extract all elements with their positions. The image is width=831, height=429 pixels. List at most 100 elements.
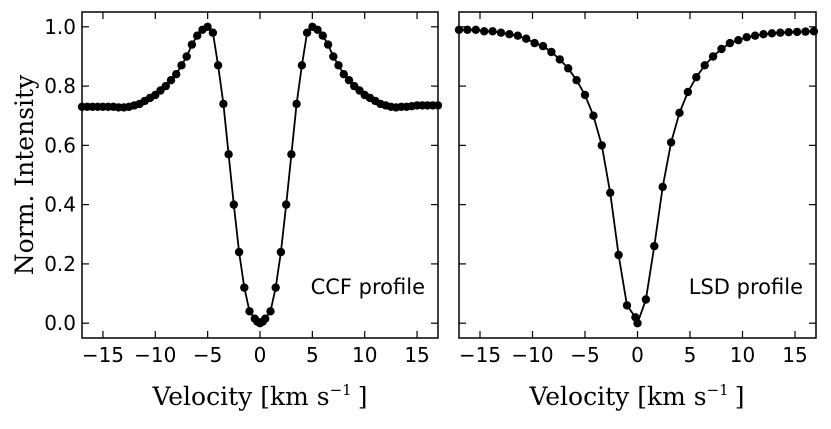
lsd-data-point [538, 41, 548, 51]
ccf-y-tick-label: 0.6 [44, 133, 76, 157]
lsd-data-point [658, 182, 667, 192]
ccf-x-tick-label: 15 [404, 343, 429, 367]
lsd-data-point [776, 28, 785, 37]
ccf-data-point [271, 283, 280, 292]
ccf-data-point [318, 31, 327, 40]
lsd-data-point [530, 38, 539, 48]
lsd-x-axis-label: Velocity [km s−1] [529, 381, 745, 411]
ccf-data-point [313, 25, 322, 34]
ccf-data-point [213, 61, 223, 70]
ccf-y-tick-label: 0.4 [44, 193, 76, 217]
y-axis-label: Norm. Intensity [10, 74, 39, 275]
ccf-x-tick-label: 0 [254, 343, 267, 367]
lsd-x-tick-label: −5 [570, 343, 599, 367]
lsd-data-point [650, 241, 659, 251]
lsd-data-point [734, 36, 743, 45]
ccf-data-point [172, 70, 181, 79]
lsd-data-point [801, 27, 810, 36]
ccf-x-tick-label: −5 [193, 343, 222, 367]
ccf-data-point [166, 76, 176, 85]
ccf-data-point [240, 283, 249, 292]
ccf-data-point [245, 307, 254, 316]
lsd-data-point [597, 141, 606, 150]
ccf-data-point [276, 247, 286, 257]
ccf-data-point [266, 307, 275, 316]
lsd-data-point [700, 61, 709, 70]
lsd-data-point [767, 29, 777, 38]
lsd-data-point [759, 30, 768, 39]
ccf-data-point [161, 81, 170, 91]
lsd-data-point [488, 27, 497, 36]
lsd-data-point [708, 52, 718, 61]
ccf-data-point [323, 40, 333, 49]
lsd-data-point [792, 27, 802, 37]
ccf-data-point [193, 31, 202, 40]
ccf-y-tick-label: 0.8 [44, 74, 76, 98]
ccf-data-point [302, 28, 312, 37]
ccf-data-point [208, 28, 218, 37]
ccf-data-point [177, 61, 186, 70]
ccf-data-point [234, 247, 244, 257]
ccf-x-tick-label: 5 [306, 343, 319, 367]
ccf-data-point [187, 40, 197, 49]
lsd-data-point [633, 319, 642, 328]
ccf-data-point [287, 150, 296, 159]
ccf-y-tick-label: 1.0 [44, 15, 76, 39]
lsd-data-point [480, 27, 489, 36]
ccf-data-point [344, 76, 354, 85]
lsd-data-point [547, 47, 556, 57]
lsd-curve [454, 25, 819, 328]
ccf-data-point [203, 22, 212, 31]
lsd-data-point [725, 38, 735, 48]
lsd-data-point [564, 64, 573, 73]
lsd-plot-frame [458, 11, 817, 339]
ccf-data-point [433, 101, 443, 110]
ccf-data-point [224, 150, 233, 159]
ccf-plot-frame [81, 11, 439, 339]
lsd-x-tick-label: −10 [511, 343, 553, 367]
lsd-ticks: −15 −10 −5 0 5 10 15 [459, 12, 816, 367]
lsd-data-point [675, 108, 684, 118]
ccf-x-tick-label: 10 [352, 343, 377, 367]
lsd-data-point [666, 138, 676, 147]
lsd-data-point [683, 87, 693, 97]
lsd-data-point [717, 44, 726, 54]
ccf-x-tick-label: −10 [134, 343, 176, 367]
lsd-x-tick-label: 10 [730, 343, 755, 367]
lsd-data-point [589, 111, 598, 120]
lsd-annotation: LSD profile [689, 275, 803, 299]
lsd-x-tick-label: −15 [459, 343, 501, 367]
lsd-data-point [692, 73, 701, 82]
lsd-data-point [742, 33, 751, 42]
ccf-x-axis-label: Velocity [km s−1] [152, 381, 368, 411]
lsd-data-point [614, 250, 623, 260]
ccf-data-point [182, 52, 191, 61]
lsd-data-point [496, 28, 506, 37]
ccf-curve [77, 22, 443, 328]
lsd-x-tick-label: 15 [782, 343, 807, 367]
ccf-data-point [297, 61, 307, 70]
ccf-panel: −15 −10 −5 0 5 10 15 0.0 0.2 0.4 0.6 0.8 1.0 CCF pro… [10, 11, 443, 411]
lsd-data-point [750, 31, 760, 40]
lsd-data-point [505, 30, 514, 39]
lsd-data-point [809, 27, 819, 36]
ccf-data-point [261, 314, 270, 323]
lsd-data-point [622, 301, 632, 310]
ccf-data-point [219, 99, 228, 109]
lsd-x-tick-label: 0 [631, 343, 644, 367]
lsd-data-point [513, 31, 522, 40]
lsd-x-tick-label: 5 [684, 343, 697, 367]
ccf-data-point [334, 61, 343, 70]
ccf-y-tick-label: 0.2 [44, 252, 76, 276]
lsd-data-point [572, 76, 581, 85]
lsd-data-point [555, 55, 564, 64]
ccf-data-point [329, 52, 338, 61]
ccf-y-tick-label: 0.0 [44, 311, 76, 335]
lsd-data-point [454, 25, 464, 34]
ccf-annotation: CCF profile [311, 275, 425, 299]
lsd-data-point [580, 90, 590, 100]
lsd-data-point [522, 34, 531, 43]
lsd-data-point [463, 25, 472, 34]
lsd-data-point [471, 25, 480, 34]
